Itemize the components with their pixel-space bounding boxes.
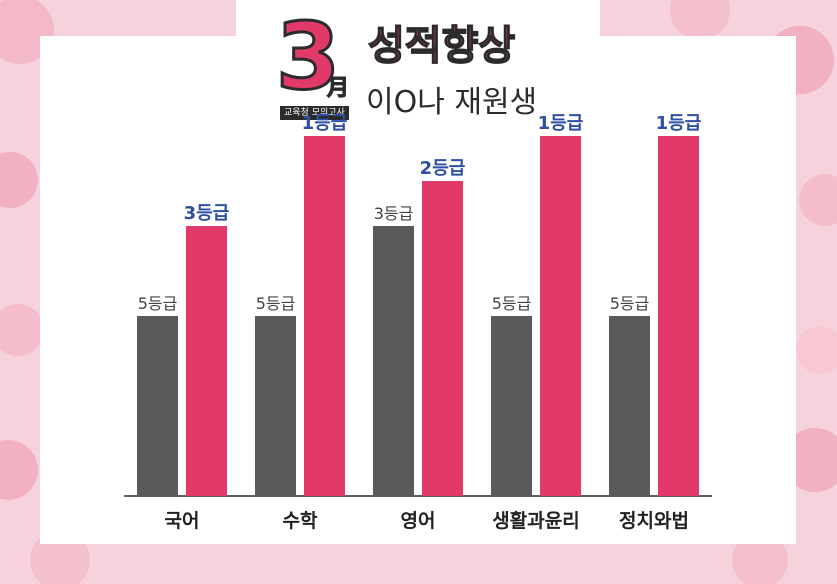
data-label-after-4: 1등급 bbox=[656, 113, 702, 134]
month-number: 3 bbox=[275, 2, 342, 112]
student-name: 이O나 재원생 bbox=[366, 85, 538, 120]
category-label-2: 영어 bbox=[401, 510, 436, 532]
title-tab bbox=[236, 0, 600, 40]
bar-after-4 bbox=[658, 136, 699, 496]
data-label-after-0: 3등급 bbox=[184, 203, 230, 224]
data-label-after-2: 2등급 bbox=[420, 158, 466, 179]
bar-before-0 bbox=[137, 316, 178, 496]
headline: 성적향상 bbox=[367, 22, 516, 70]
bar-before-1 bbox=[255, 316, 296, 496]
bar-after-0 bbox=[186, 226, 227, 496]
data-label-before-4: 5등급 bbox=[610, 294, 650, 313]
data-label-before-1: 5등급 bbox=[256, 294, 296, 313]
bar-after-3 bbox=[540, 136, 581, 496]
bar-before-3 bbox=[491, 316, 532, 496]
category-label-4: 정치와법 bbox=[619, 510, 689, 532]
data-label-before-3: 5등급 bbox=[492, 294, 532, 313]
category-label-3: 생활과윤리 bbox=[492, 510, 579, 532]
data-label-before-0: 5등급 bbox=[138, 294, 178, 313]
category-label-1: 수학 bbox=[283, 510, 318, 532]
bar-before-4 bbox=[609, 316, 650, 496]
category-label-0: 국어 bbox=[165, 510, 200, 532]
data-label-before-2: 3등급 bbox=[374, 204, 414, 223]
bar-before-2 bbox=[373, 226, 414, 496]
bar-after-2 bbox=[422, 181, 463, 496]
data-label-after-3: 1등급 bbox=[538, 113, 584, 134]
bar-after-1 bbox=[304, 136, 345, 496]
data-label-after-1: 1등급 bbox=[302, 113, 348, 134]
exam-name-badge: 교육청 모의고사 bbox=[280, 106, 349, 120]
month-char: 月 bbox=[326, 76, 350, 102]
